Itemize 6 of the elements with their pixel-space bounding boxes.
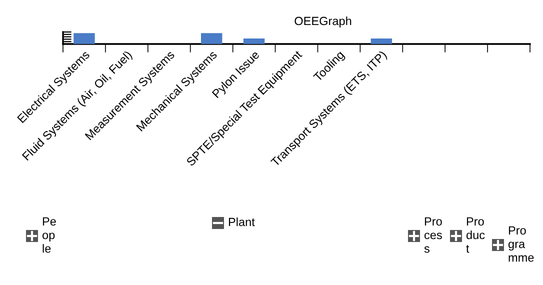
text: Process bbox=[424, 217, 442, 253]
chart-title: OEEGraph bbox=[294, 16, 352, 28]
text: Product bbox=[466, 217, 485, 253]
text: People bbox=[42, 217, 56, 253]
text: Programme bbox=[508, 226, 534, 262]
text: Plant bbox=[228, 217, 255, 226]
